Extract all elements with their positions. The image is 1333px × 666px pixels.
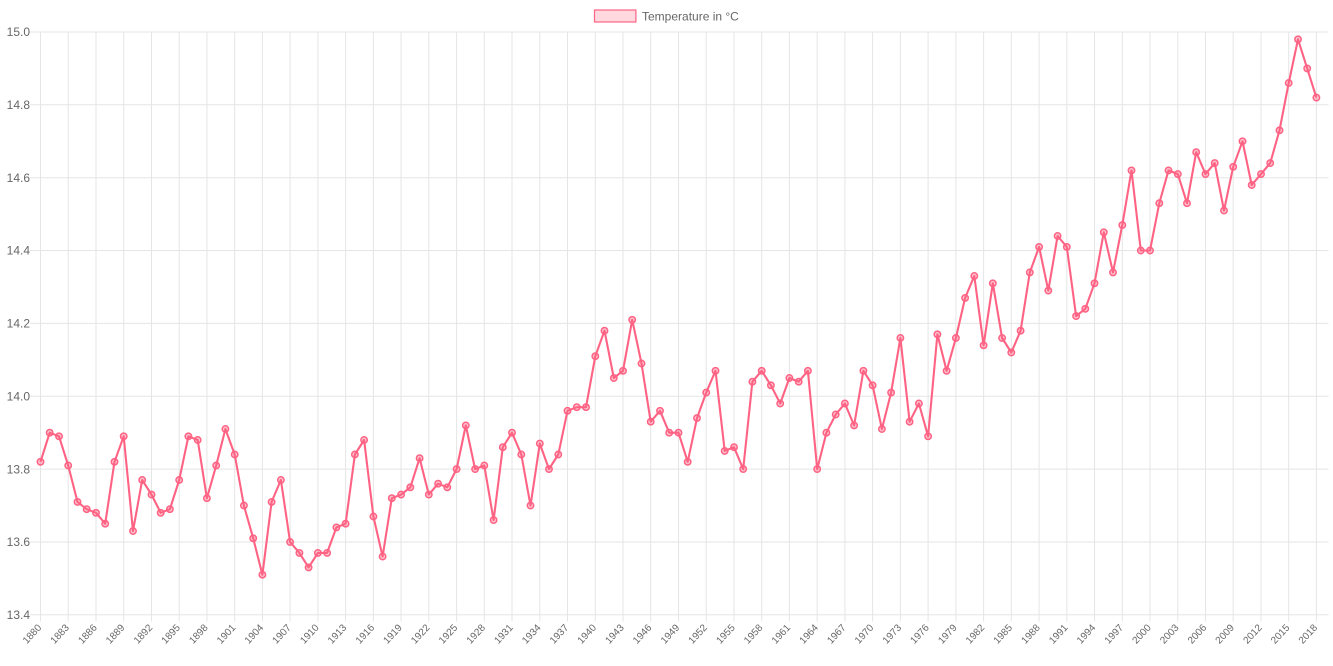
svg-text:13.4: 13.4 (7, 608, 31, 622)
svg-text:13.8: 13.8 (7, 462, 31, 476)
svg-text:13.6: 13.6 (7, 535, 31, 549)
svg-text:14.8: 14.8 (7, 98, 31, 112)
svg-text:15.0: 15.0 (7, 25, 31, 39)
svg-text:14.6: 14.6 (7, 171, 31, 185)
svg-text:Temperature in °C: Temperature in °C (642, 10, 739, 24)
svg-text:14.0: 14.0 (7, 389, 31, 403)
svg-text:14.2: 14.2 (7, 317, 31, 331)
svg-text:14.4: 14.4 (7, 244, 31, 258)
